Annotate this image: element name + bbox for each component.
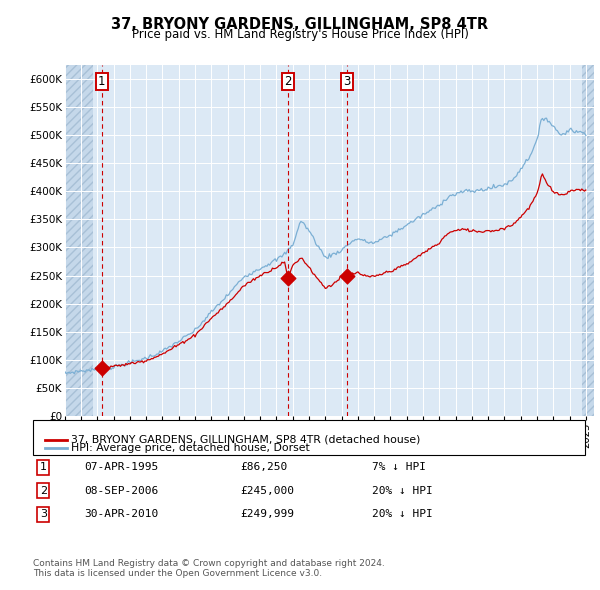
- Text: 7% ↓ HPI: 7% ↓ HPI: [372, 463, 426, 472]
- Text: 20% ↓ HPI: 20% ↓ HPI: [372, 486, 433, 496]
- Point: [342, 271, 352, 280]
- Text: Contains HM Land Registry data © Crown copyright and database right 2024.: Contains HM Land Registry data © Crown c…: [33, 559, 385, 568]
- Point: [283, 274, 293, 283]
- Text: 20% ↓ HPI: 20% ↓ HPI: [372, 510, 433, 519]
- Text: £249,999: £249,999: [240, 510, 294, 519]
- Text: HPI: Average price, detached house, Dorset: HPI: Average price, detached house, Dors…: [71, 444, 310, 453]
- Text: 3: 3: [40, 510, 47, 519]
- Text: 3: 3: [343, 76, 350, 88]
- Text: 1: 1: [98, 76, 106, 88]
- Text: 1: 1: [40, 463, 47, 472]
- Text: 2: 2: [40, 486, 47, 496]
- Text: 37, BRYONY GARDENS, GILLINGHAM, SP8 4TR (detached house): 37, BRYONY GARDENS, GILLINGHAM, SP8 4TR …: [71, 435, 420, 444]
- Text: Price paid vs. HM Land Registry's House Price Index (HPI): Price paid vs. HM Land Registry's House …: [131, 28, 469, 41]
- Text: £86,250: £86,250: [240, 463, 287, 472]
- Text: This data is licensed under the Open Government Licence v3.0.: This data is licensed under the Open Gov…: [33, 569, 322, 578]
- Text: 37, BRYONY GARDENS, GILLINGHAM, SP8 4TR: 37, BRYONY GARDENS, GILLINGHAM, SP8 4TR: [112, 17, 488, 31]
- Text: 30-APR-2010: 30-APR-2010: [84, 510, 158, 519]
- Text: £245,000: £245,000: [240, 486, 294, 496]
- Point: [97, 363, 107, 372]
- Text: 2: 2: [284, 76, 292, 88]
- Text: 08-SEP-2006: 08-SEP-2006: [84, 486, 158, 496]
- Text: 07-APR-1995: 07-APR-1995: [84, 463, 158, 472]
